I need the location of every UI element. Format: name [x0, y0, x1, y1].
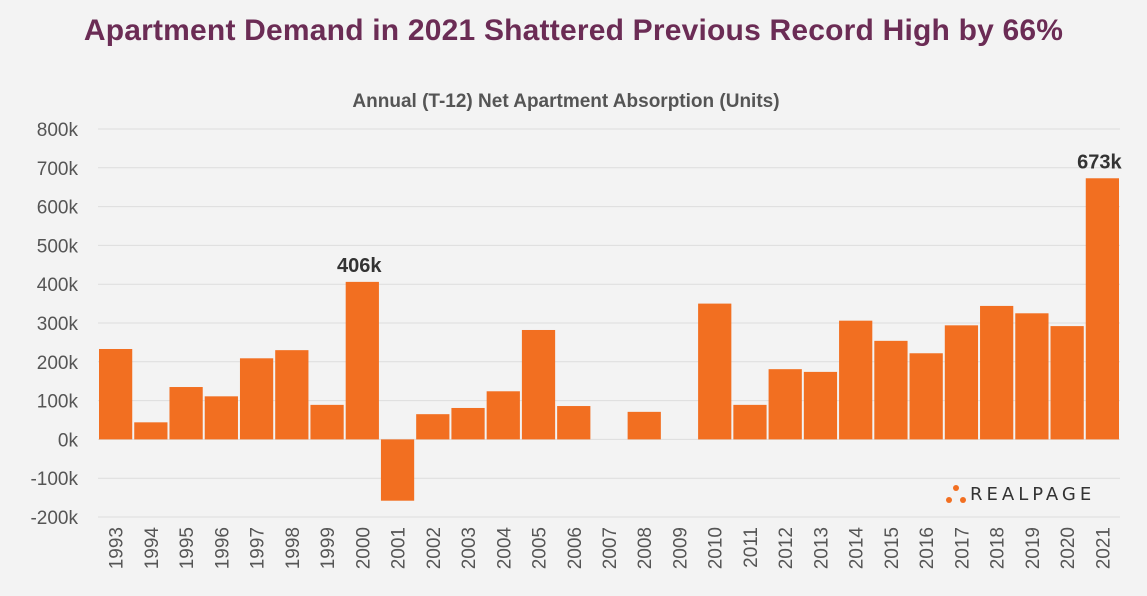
x-tick-label: 2009 [670, 527, 691, 569]
bar-2015 [874, 340, 908, 440]
x-tick-label: 2013 [811, 527, 832, 569]
bar-2010 [698, 303, 732, 440]
x-tick-label: 2018 [988, 527, 1009, 569]
x-tick-label: 1996 [212, 527, 233, 569]
bar-2014 [839, 320, 873, 440]
bar-1995 [169, 387, 203, 440]
y-tick-label: -100k [30, 469, 78, 490]
y-tick-label: 0k [58, 430, 79, 451]
y-tick-label: 100k [37, 392, 79, 413]
bar-2020 [1050, 326, 1084, 440]
bar-1998 [275, 350, 309, 440]
chart-subtitle: Annual (T-12) Net Apartment Absorption (… [352, 91, 779, 112]
data-labels: 406k 673k [337, 151, 1122, 277]
y-tick-label: 200k [37, 353, 79, 374]
x-tick-label: 2012 [776, 527, 797, 569]
bar-1999 [310, 404, 344, 440]
x-tick-label: 2007 [600, 527, 621, 569]
x-tick-label: 2020 [1058, 527, 1079, 569]
bar-2012 [768, 369, 802, 440]
x-tick-label: 2019 [1023, 527, 1044, 569]
x-tick-label: 2010 [706, 527, 727, 569]
y-tick-label: 600k [37, 198, 79, 219]
logo-dots-icon [944, 483, 966, 505]
x-tick-label: 2006 [565, 527, 586, 569]
x-tick-label: 1997 [248, 527, 269, 569]
bar-2001 [380, 439, 415, 501]
bar-2021 [1085, 178, 1119, 440]
bar-2004 [486, 391, 520, 440]
x-tick-label: 2015 [882, 527, 903, 569]
realpage-logo: REALPAGE [944, 482, 1095, 506]
x-tick-label: 2021 [1093, 527, 1114, 569]
y-tick-label: 800k [37, 120, 79, 141]
bar-2006 [557, 406, 591, 440]
bar-2003 [451, 407, 485, 440]
x-tick-label: 2001 [389, 527, 410, 569]
logo-text: REALPAGE [970, 483, 1096, 505]
gridlines [98, 128, 1120, 518]
x-tick-label: 2011 [741, 527, 762, 568]
bar-1993 [99, 348, 133, 440]
x-tick-label: 2014 [847, 527, 868, 570]
bar-2017 [944, 325, 979, 440]
x-tick-label: 1998 [283, 527, 304, 569]
x-tick-label: 2004 [494, 527, 515, 570]
bar-2011 [733, 404, 767, 440]
x-axis: 1993 1994 1995 1996 1997 1998 1999 2000 2001 2002… [107, 527, 1115, 570]
x-tick-label: 1994 [142, 527, 163, 570]
bar-1997 [239, 358, 274, 440]
x-tick-label: 2016 [917, 527, 938, 569]
x-tick-label: 2005 [530, 527, 551, 569]
bar-2008 [627, 411, 661, 440]
x-tick-label: 2003 [459, 527, 480, 569]
x-tick-label: 1993 [107, 527, 128, 569]
bar-1994 [134, 422, 168, 440]
data-label-2000: 406k [337, 255, 382, 277]
y-axis: 800k 700k 600k 500k 400k 300k 200k 100k 0k -100k -… [30, 120, 78, 529]
bar-2016 [909, 353, 943, 440]
y-tick-label: 500k [37, 236, 79, 257]
x-tick-label: 2002 [424, 527, 445, 569]
y-tick-label: 400k [37, 275, 79, 296]
bar-2000 [345, 281, 379, 440]
chart-title: Apartment Demand in 2021 Shattered Previ… [83, 14, 1064, 47]
bar-1996 [204, 396, 238, 440]
bar-2013 [803, 371, 838, 440]
bar-2019 [1015, 313, 1049, 440]
x-tick-label: 2000 [353, 527, 374, 569]
x-tick-label: 1995 [177, 527, 198, 569]
bar-2002 [416, 414, 450, 440]
x-tick-label: 2008 [635, 527, 656, 569]
bars [99, 178, 1119, 501]
y-tick-label: 700k [37, 159, 79, 180]
x-tick-label: 2017 [952, 527, 973, 569]
bar-2018 [980, 305, 1014, 440]
data-label-2021: 673k [1077, 151, 1122, 173]
x-tick-label: 1999 [318, 527, 339, 569]
y-tick-label: 300k [37, 314, 79, 335]
bar-2005 [521, 329, 556, 440]
y-tick-label: -200k [30, 508, 78, 529]
